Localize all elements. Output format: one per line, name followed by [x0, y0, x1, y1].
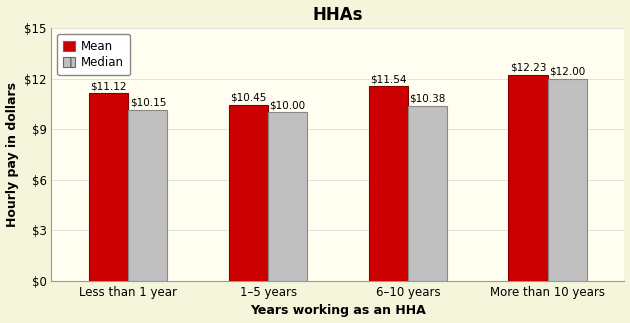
X-axis label: Years working as an HHA: Years working as an HHA [250, 305, 426, 318]
Text: $10.45: $10.45 [231, 93, 266, 103]
Text: $12.00: $12.00 [549, 67, 585, 77]
Y-axis label: Hourly pay in dollars: Hourly pay in dollars [6, 82, 18, 227]
Bar [547, 78, 587, 281]
Bar [369, 86, 408, 281]
Title: HHAs: HHAs [312, 5, 364, 24]
Text: $10.00: $10.00 [270, 100, 306, 110]
Bar [129, 110, 168, 281]
Text: $11.54: $11.54 [370, 74, 406, 84]
Legend: Mean, Median: Mean, Median [57, 34, 130, 75]
Bar [268, 112, 307, 281]
Text: $12.23: $12.23 [510, 63, 546, 73]
Text: $11.12: $11.12 [91, 81, 127, 91]
Text: $10.15: $10.15 [130, 98, 166, 108]
Bar [229, 105, 268, 281]
Bar [508, 75, 547, 281]
Text: $10.38: $10.38 [410, 94, 445, 104]
Bar [89, 93, 129, 281]
Bar [408, 106, 447, 281]
